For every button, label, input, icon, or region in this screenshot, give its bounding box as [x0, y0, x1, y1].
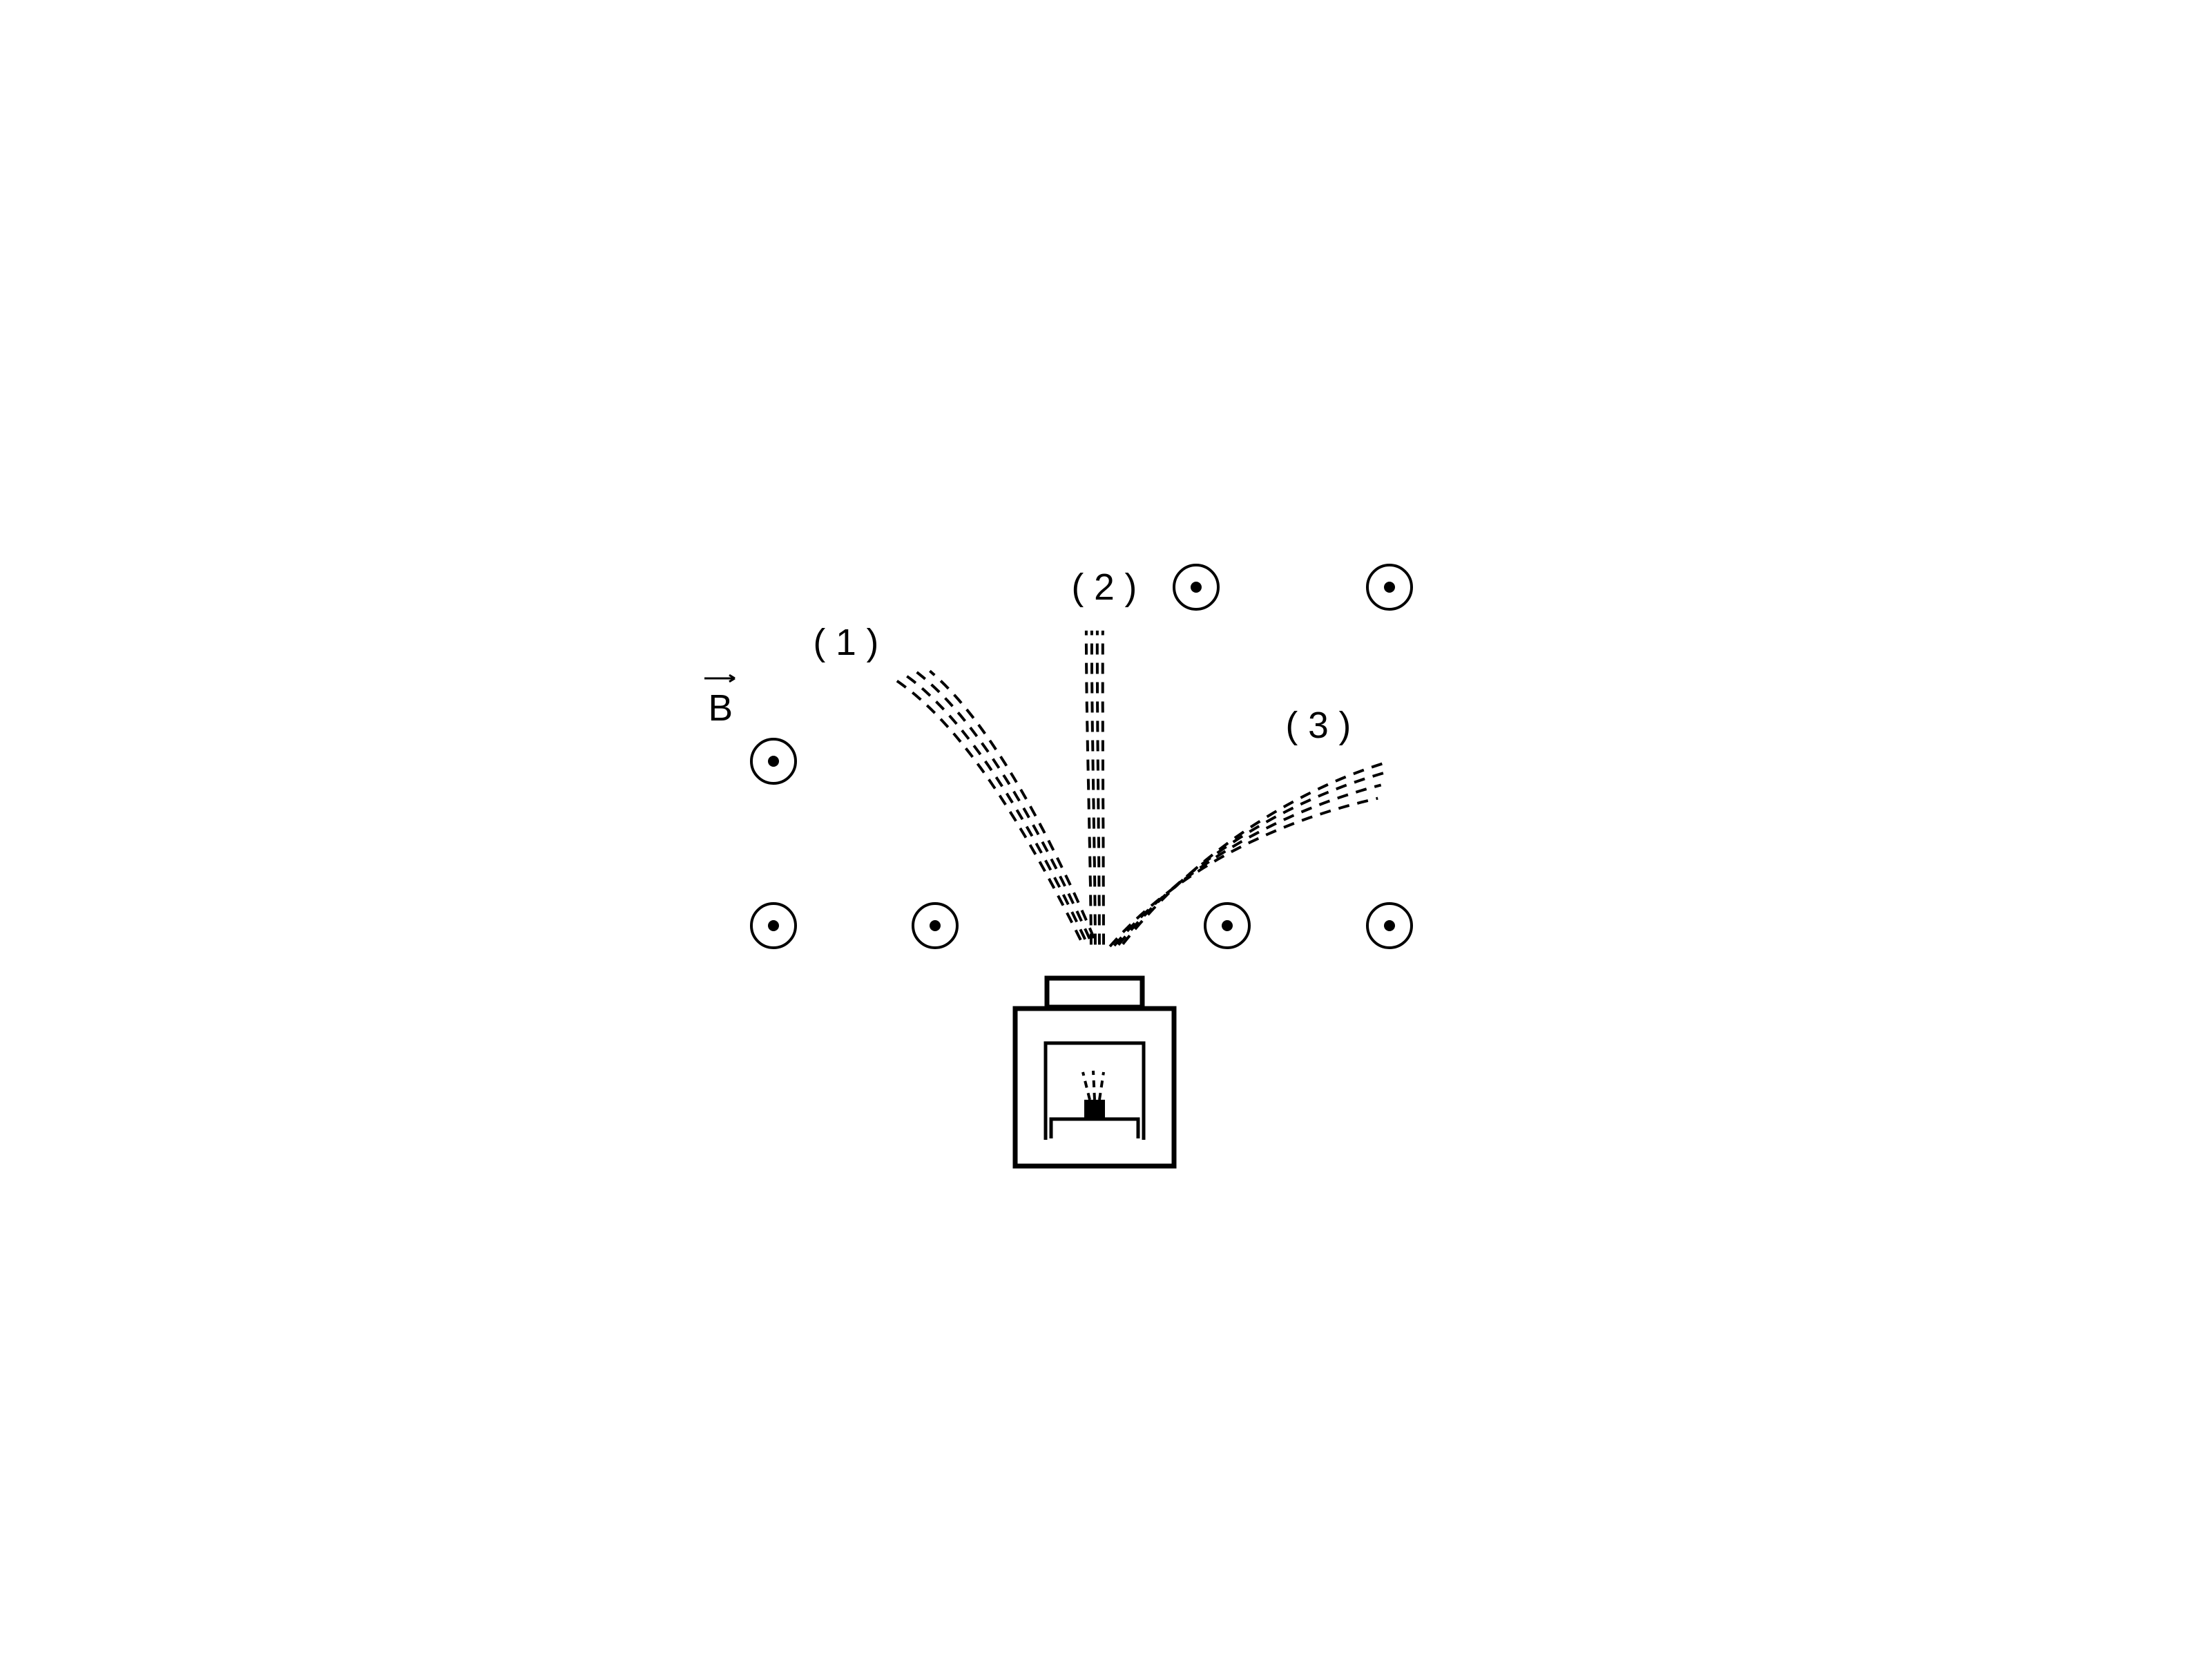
track-label-1: ( 1 ) [814, 622, 879, 664]
diagram-canvas: B ( 1 ) ( 2 ) ( 3 ) [664, 504, 1548, 1176]
track-label-3: ( 3 ) [1286, 705, 1352, 747]
track-label-2: ( 2 ) [1072, 566, 1137, 609]
b-vector-label: B [709, 687, 733, 729]
